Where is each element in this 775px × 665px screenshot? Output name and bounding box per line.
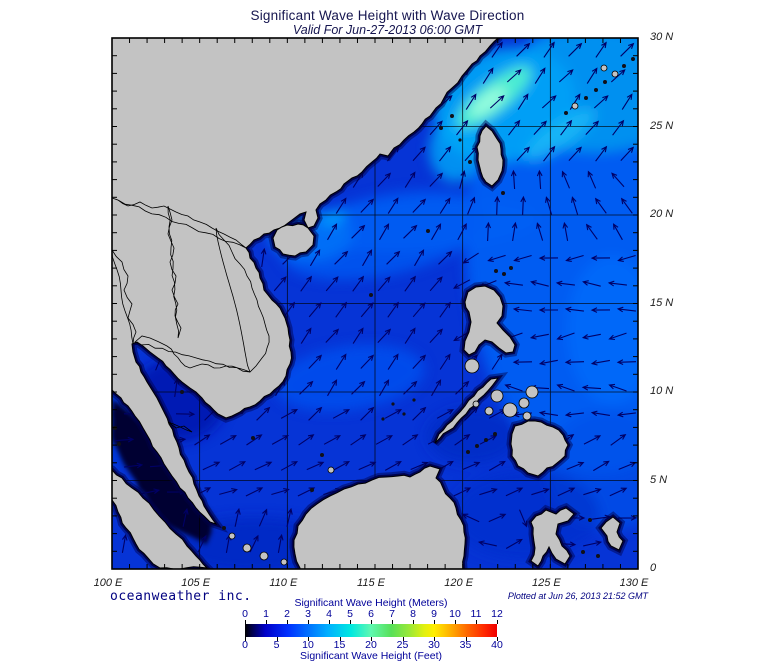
legend-tick-label: 0 [242,639,248,651]
plotted-timestamp: Plotted at Jun 26, 2013 21:52 GMT [507,591,648,601]
lon-label: 125 E [531,577,561,589]
legend-tick-mark [308,637,309,641]
legend-tick-mark [287,620,288,624]
colorbar [245,624,497,637]
lon-label: 120 E [444,577,474,589]
legend-tick-label: 8 [410,608,416,620]
malacca-dark-patch [112,400,215,545]
legend-tick-label: 35 [459,639,472,651]
legend-tick-mark [308,620,309,624]
page-title: Significant Wave Height with Wave Direct… [250,8,525,23]
legend-tick-mark [476,620,477,624]
legend-tick-mark [329,620,330,624]
legend-tick-label: 9 [431,608,437,620]
legend-tick-label: 12 [491,608,503,620]
valid-time-subtitle: Valid For Jun-27-2013 06:00 GMT [292,23,483,37]
legend-tick-mark [434,620,435,624]
legend-tick-label: 11 [470,608,482,620]
legend-tick-label: 2 [284,608,290,620]
lon-label: 115 E [357,577,385,589]
legend-tick-label: 3 [305,608,311,620]
legend-tick-label: 0 [242,608,248,620]
lat-label: 25 N [650,119,674,132]
lat-label: 10 N [650,385,674,397]
legend-tick-label: 6 [368,608,374,620]
legend-tick-mark [455,620,456,624]
lat-label: 0 [650,562,657,574]
legend-tick-mark [245,620,246,624]
legend-tick-label: 25 [396,639,409,651]
legend-tick-label: 1 [263,608,269,620]
lon-label: 100 E [93,577,123,589]
legend-tick-label: 5 [273,639,280,651]
legend-tick-label: 5 [347,608,353,620]
legend-tick-mark [497,620,498,624]
legend-tick-label: 30 [428,639,440,651]
legend-tick-mark [371,620,372,624]
legend-tick-label: 4 [326,608,332,620]
legend-tick-mark [276,637,278,641]
legend-tick-label: 10 [449,608,461,620]
legend-tick-mark [497,637,498,641]
landmass [112,38,635,569]
legend-feet-label: Significant Wave Height (Feet) [299,650,442,662]
lat-label: 15 N [650,296,674,309]
legend-tick-mark [350,620,351,624]
legend-tick-mark [434,637,435,641]
legend-tick-mark [392,620,393,624]
legend-tick-mark [339,637,341,641]
legend-tick-label: 15 [333,639,346,651]
legend-tick-label: 7 [389,608,395,620]
lon-label: 110 E [269,577,298,589]
lat-label: 20 N [650,208,674,220]
legend-tick-label: 20 [365,639,377,651]
credit-text: oceanweather inc. [110,589,252,604]
country-borders [112,197,270,433]
lon-label: 130 E [619,577,649,589]
ocean-field [112,38,638,569]
lat-label: 5 N [650,473,668,486]
legend-tick-mark [371,637,372,641]
legend-tick-mark [266,620,267,624]
lat-label: 30 N [650,31,674,43]
legend-tick-mark [402,637,404,641]
legend-tick-label: 40 [491,639,503,651]
legend-meters-label: Significant Wave Height (Meters) [294,597,448,609]
lon-label: 105 E [181,577,211,589]
legend-tick-mark [465,637,467,641]
legend-tick-label: 10 [302,639,314,651]
legend-tick-mark [413,620,414,624]
legend-tick-mark [245,637,246,641]
degree-ticks [112,38,638,569]
